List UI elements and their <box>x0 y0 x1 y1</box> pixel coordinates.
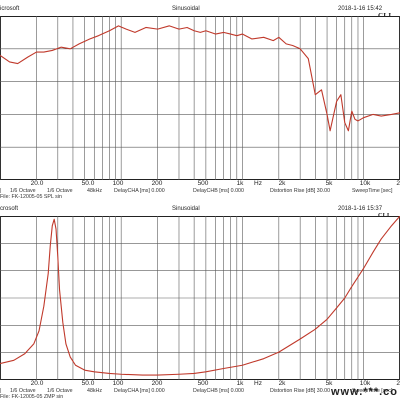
resolution-value: 1/6 Octave <box>47 188 73 194</box>
x-tick-label: 1k <box>236 380 244 387</box>
x-tick-label: 200 <box>151 180 163 187</box>
delay-cha-value: DelayCHA [ms] 0.000 <box>114 188 165 194</box>
measurement-settings: | 1/6 Octave 1/6 Octave 48kHz DelayCHA [… <box>0 388 400 400</box>
x-tick-row: 20.0 50.0 100 200 500 1k Hz 2k 5k 10k 2 <box>0 180 400 189</box>
x-tick-label: 500 <box>197 380 209 387</box>
x-tick-label: 2 <box>396 180 400 187</box>
delay-chb-value: DelayCHB [ms] 0.000 <box>193 188 244 194</box>
plot-frame <box>0 16 400 180</box>
impedance-curve <box>0 216 400 376</box>
impedance-panel: crosoft Sinusoidal 2018-1-16 15:37 CLI 2… <box>0 200 400 400</box>
x-tick-label: 50.0 <box>81 380 95 387</box>
delay-cha-value: DelayCHA [ms] 0.000 <box>114 388 165 394</box>
mode-label: Sinusoidal <box>172 6 200 12</box>
distortion-rise-value: Distortion Rise [dB] 30.00 <box>270 388 331 394</box>
x-tick-label: 50.0 <box>81 180 95 187</box>
panel-header: crosoft Sinusoidal 2018-1-16 15:37 CLI <box>0 200 400 219</box>
x-tick-label: 2 <box>396 380 400 387</box>
footer-separator: | <box>0 388 2 394</box>
file-name: File: FK-12005-05 SPL sin <box>0 194 62 200</box>
sweep-time-label: SweepTime [sec] <box>352 188 393 194</box>
x-tick-unit: Hz <box>254 180 262 187</box>
x-tick-label: 1k <box>236 180 244 187</box>
watermark: www.***.co <box>330 386 398 398</box>
mode-label: Sinusoidal <box>172 206 200 212</box>
x-tick-label: 100 <box>112 180 124 187</box>
x-tick-label: 20.0 <box>30 180 44 187</box>
x-tick-label: 2k <box>278 380 286 387</box>
panel-header: icrosoft Sinusoidal 2018-1-16 15:42 CLI <box>0 0 400 20</box>
x-tick-label: 5k <box>325 180 333 187</box>
footer-separator: | <box>0 188 2 194</box>
delay-chb-value: DelayCHB [ms] 0.000 <box>193 388 244 394</box>
x-tick-label: 500 <box>197 180 209 187</box>
timestamp: 2018-1-16 15:42 <box>338 6 383 12</box>
x-tick-label: 5k <box>325 380 333 387</box>
sample-rate-value: 48kHz <box>87 188 103 194</box>
smoothing-value: 1/6 Octave <box>10 388 36 394</box>
vendor-label: crosoft <box>0 206 19 212</box>
file-name: File: FK-12005-05 ZMP sin <box>0 394 64 400</box>
timestamp: 2018-1-16 15:37 <box>338 206 383 212</box>
impedance-plot <box>0 216 400 380</box>
sweep-time-label: SweepTime [sec] <box>352 388 393 394</box>
x-tick-label: 10k <box>359 380 371 387</box>
x-tick-label: 2k <box>278 180 286 187</box>
measurement-settings: | 1/6 Octave 1/6 Octave 48kHz DelayCHA [… <box>0 188 400 200</box>
spl-response-plot <box>0 16 400 180</box>
x-tick-label: 20.0 <box>30 380 44 387</box>
x-tick-unit: Hz <box>254 380 262 387</box>
smoothing-value: 1/6 Octave <box>10 188 36 194</box>
x-tick-label: 200 <box>151 380 163 387</box>
distortion-rise-value: Distortion Rise [dB] 30.00 <box>270 188 331 194</box>
spl-panel: icrosoft Sinusoidal 2018-1-16 15:42 CLI … <box>0 0 400 200</box>
spl-curve <box>0 25 400 132</box>
x-tick-label: 100 <box>112 380 124 387</box>
sample-rate-value: 48kHz <box>87 388 103 394</box>
x-tick-label: 10k <box>359 180 371 187</box>
resolution-value: 1/6 Octave <box>47 388 73 394</box>
vendor-label: icrosoft <box>0 6 20 12</box>
x-tick-row: 20.0 50.0 100 200 500 1k Hz 2k 5k 10k 2 <box>0 380 400 389</box>
